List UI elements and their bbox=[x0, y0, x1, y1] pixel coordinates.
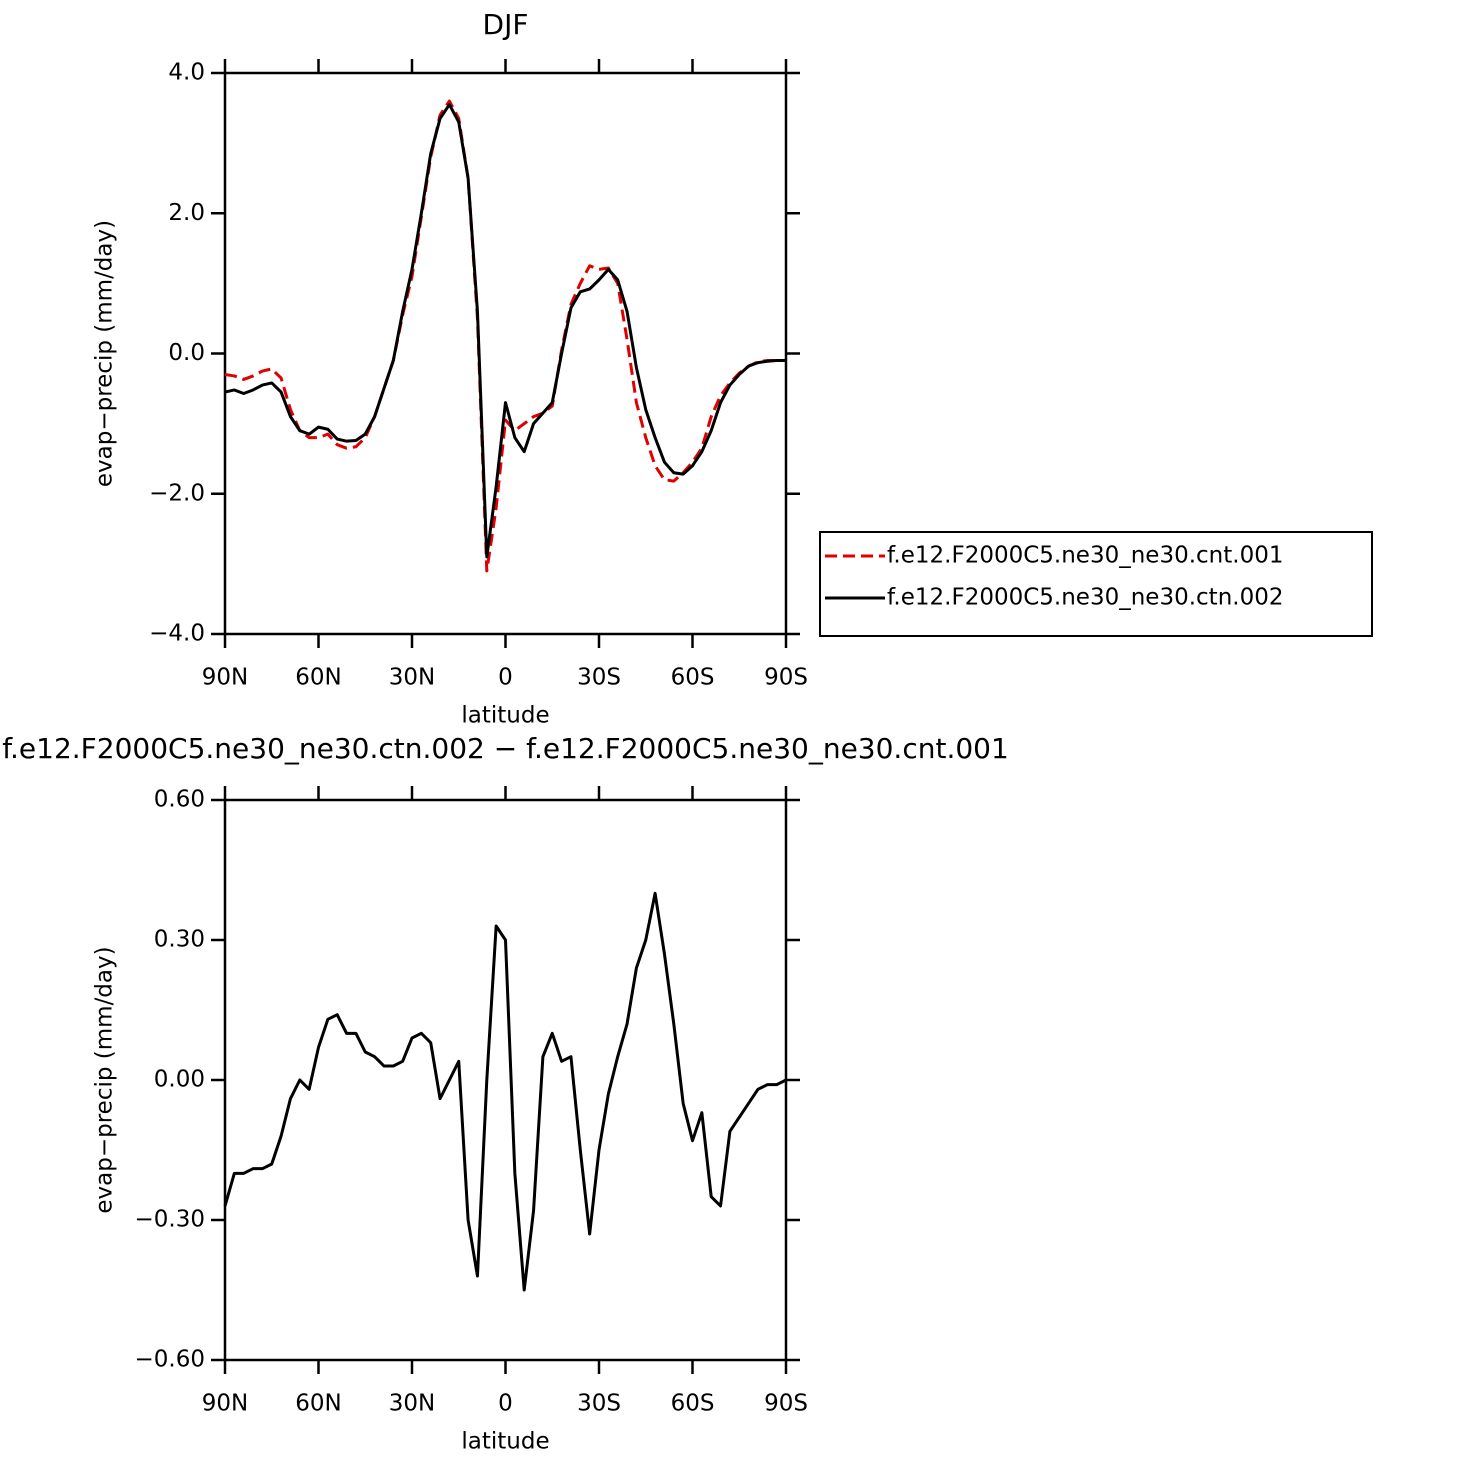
y-axis-label: evap−precip (mm/day) bbox=[92, 220, 118, 487]
y-tick-label: −0.60 bbox=[135, 1347, 205, 1373]
plot-frame bbox=[223, 71, 788, 636]
x-tick-label: 30N bbox=[389, 665, 435, 691]
x-tick-label: 30S bbox=[577, 665, 621, 691]
x-tick-label: 90S bbox=[764, 1391, 808, 1417]
x-axis-label: latitude bbox=[461, 1429, 549, 1455]
data-line bbox=[224, 103, 786, 559]
chart-title: DJF bbox=[483, 8, 529, 41]
data-line bbox=[223, 891, 787, 1292]
y-tick-label: 2.0 bbox=[168, 200, 205, 226]
x-tick-label: 90S bbox=[764, 665, 808, 691]
chart-title: f.e12.F2000C5.ne30_ne30.ctn.002 − f.e12.… bbox=[2, 732, 1009, 765]
x-tick-label: 60S bbox=[671, 665, 715, 691]
y-tick-label: 0.0 bbox=[168, 340, 205, 366]
legend-label: f.e12.F2000C5.ne30_ne30.cnt.001 bbox=[887, 543, 1283, 569]
y-tick-label: −4.0 bbox=[149, 621, 205, 647]
x-tick-label: 30N bbox=[389, 1391, 435, 1417]
data-line bbox=[224, 99, 786, 573]
x-axis-label: latitude bbox=[461, 703, 549, 729]
x-tick-label: 90N bbox=[202, 665, 248, 691]
x-tick-label: 60N bbox=[295, 1391, 341, 1417]
y-tick-label: −2.0 bbox=[149, 480, 205, 506]
legend-label: f.e12.F2000C5.ne30_ne30.ctn.002 bbox=[887, 585, 1283, 611]
x-tick-label: 0 bbox=[498, 665, 513, 691]
y-axis-label: evap−precip (mm/day) bbox=[92, 946, 118, 1213]
x-tick-label: 90N bbox=[202, 1391, 248, 1417]
y-tick-label: 0.00 bbox=[154, 1067, 205, 1093]
x-tick-label: 60N bbox=[295, 665, 341, 691]
y-tick-label: 0.60 bbox=[154, 787, 205, 813]
plot-frame bbox=[223, 798, 788, 1362]
x-tick-label: 30S bbox=[577, 1391, 621, 1417]
legend-box bbox=[819, 531, 1373, 637]
x-tick-label: 60S bbox=[671, 1391, 715, 1417]
y-tick-label: 4.0 bbox=[168, 60, 205, 86]
y-tick-label: 0.30 bbox=[154, 927, 205, 953]
x-tick-label: 0 bbox=[498, 1391, 513, 1417]
y-tick-label: −0.30 bbox=[135, 1207, 205, 1233]
